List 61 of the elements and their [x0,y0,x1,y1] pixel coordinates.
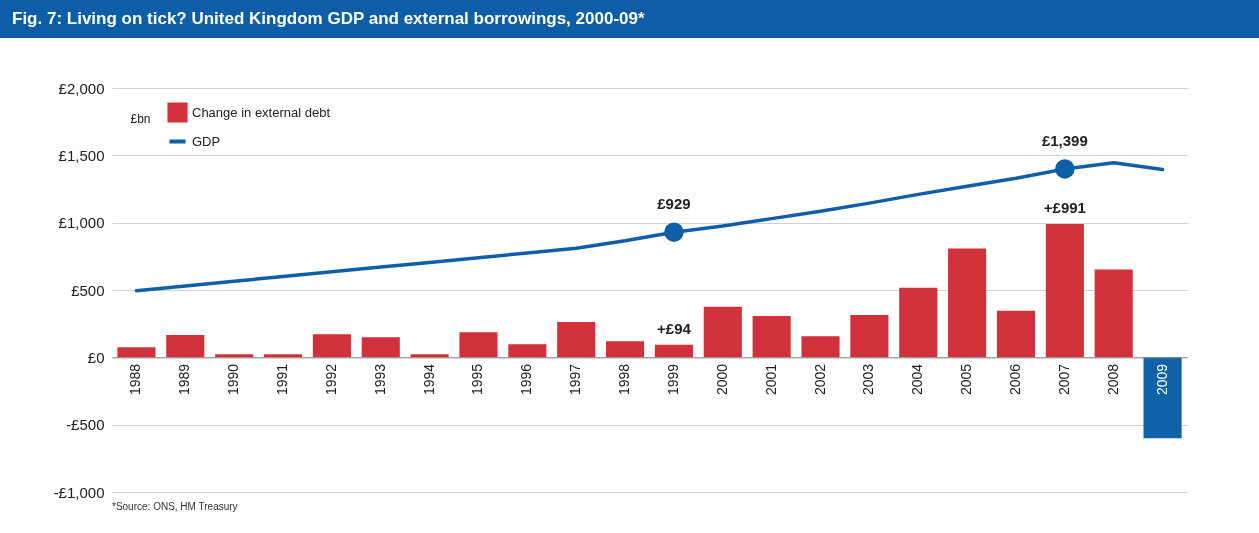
y-tick-label: -£500 [66,416,105,434]
bar [752,315,791,358]
x-tick-label: 2009 [1153,363,1170,395]
x-tick-label: 2000 [713,363,730,395]
bar [654,344,693,358]
x-tick-label: 1993 [371,363,388,395]
x-tick-label: 2001 [762,363,779,395]
y-tick-label: £500 [71,281,105,299]
x-tick-label: 2002 [811,363,828,395]
bar [263,354,303,358]
bar [1045,223,1084,358]
bar [361,337,400,358]
bar [606,341,645,358]
bar [459,332,498,358]
x-tick-label: 1997 [567,363,584,395]
bar [410,354,449,358]
bar [166,335,205,358]
bar [508,344,547,358]
x-tick-label: 1999 [664,363,681,395]
legend-label: Change in external debt [192,104,331,120]
y-tick-label: £1,500 [58,146,105,164]
bar [899,287,938,358]
text: *Source: ONS, HM Treasury [112,501,238,512]
x-tick-label: 1990 [225,363,242,395]
data-label: +£991 [1043,198,1086,216]
data-label: +£94 [657,319,692,337]
legend-label: GDP [192,133,221,149]
bar [948,248,987,358]
bar [1094,269,1133,358]
y-tick-label: -£1,000 [53,483,105,501]
line-series [134,160,1165,293]
y-tick-label: £2,000 [58,79,105,97]
y-tick-label: £0 [87,348,105,366]
bar [557,322,596,358]
data-label: £1,399 [1041,131,1088,149]
x-tick-label: 1998 [616,363,633,395]
y-axis-title: £bn [130,111,151,126]
bar [801,336,840,358]
x-tick-label: 2008 [1104,363,1121,395]
chart-title: Fig. 7: Living on tick? United Kingdom GDP and external borrowings, 2000-09* [0,0,1259,38]
bar [996,310,1036,358]
x-tick-label: 1996 [518,363,535,395]
bar [703,306,742,358]
bar [850,314,889,358]
x-tick-label: 1991 [274,363,291,395]
x-tick-label: 1994 [420,363,437,395]
x-tick-label: 1989 [176,363,193,395]
x-tick-label: 2004 [909,363,926,395]
x-tick-label: 2006 [1006,363,1023,395]
y-tick-label: £1,000 [58,214,105,232]
bar [117,347,156,358]
x-tick-label: 1992 [322,363,339,395]
x-tick-label: 2005 [958,363,975,395]
x-tick-label: 1995 [469,363,486,395]
x-tick-label: 1988 [127,363,144,395]
x-tick-label: 2003 [860,363,877,395]
x-tick-label: 2007 [1055,363,1072,395]
bar [215,354,254,358]
bar [312,334,351,358]
bar [1143,357,1182,439]
data-label: £929 [657,195,691,213]
